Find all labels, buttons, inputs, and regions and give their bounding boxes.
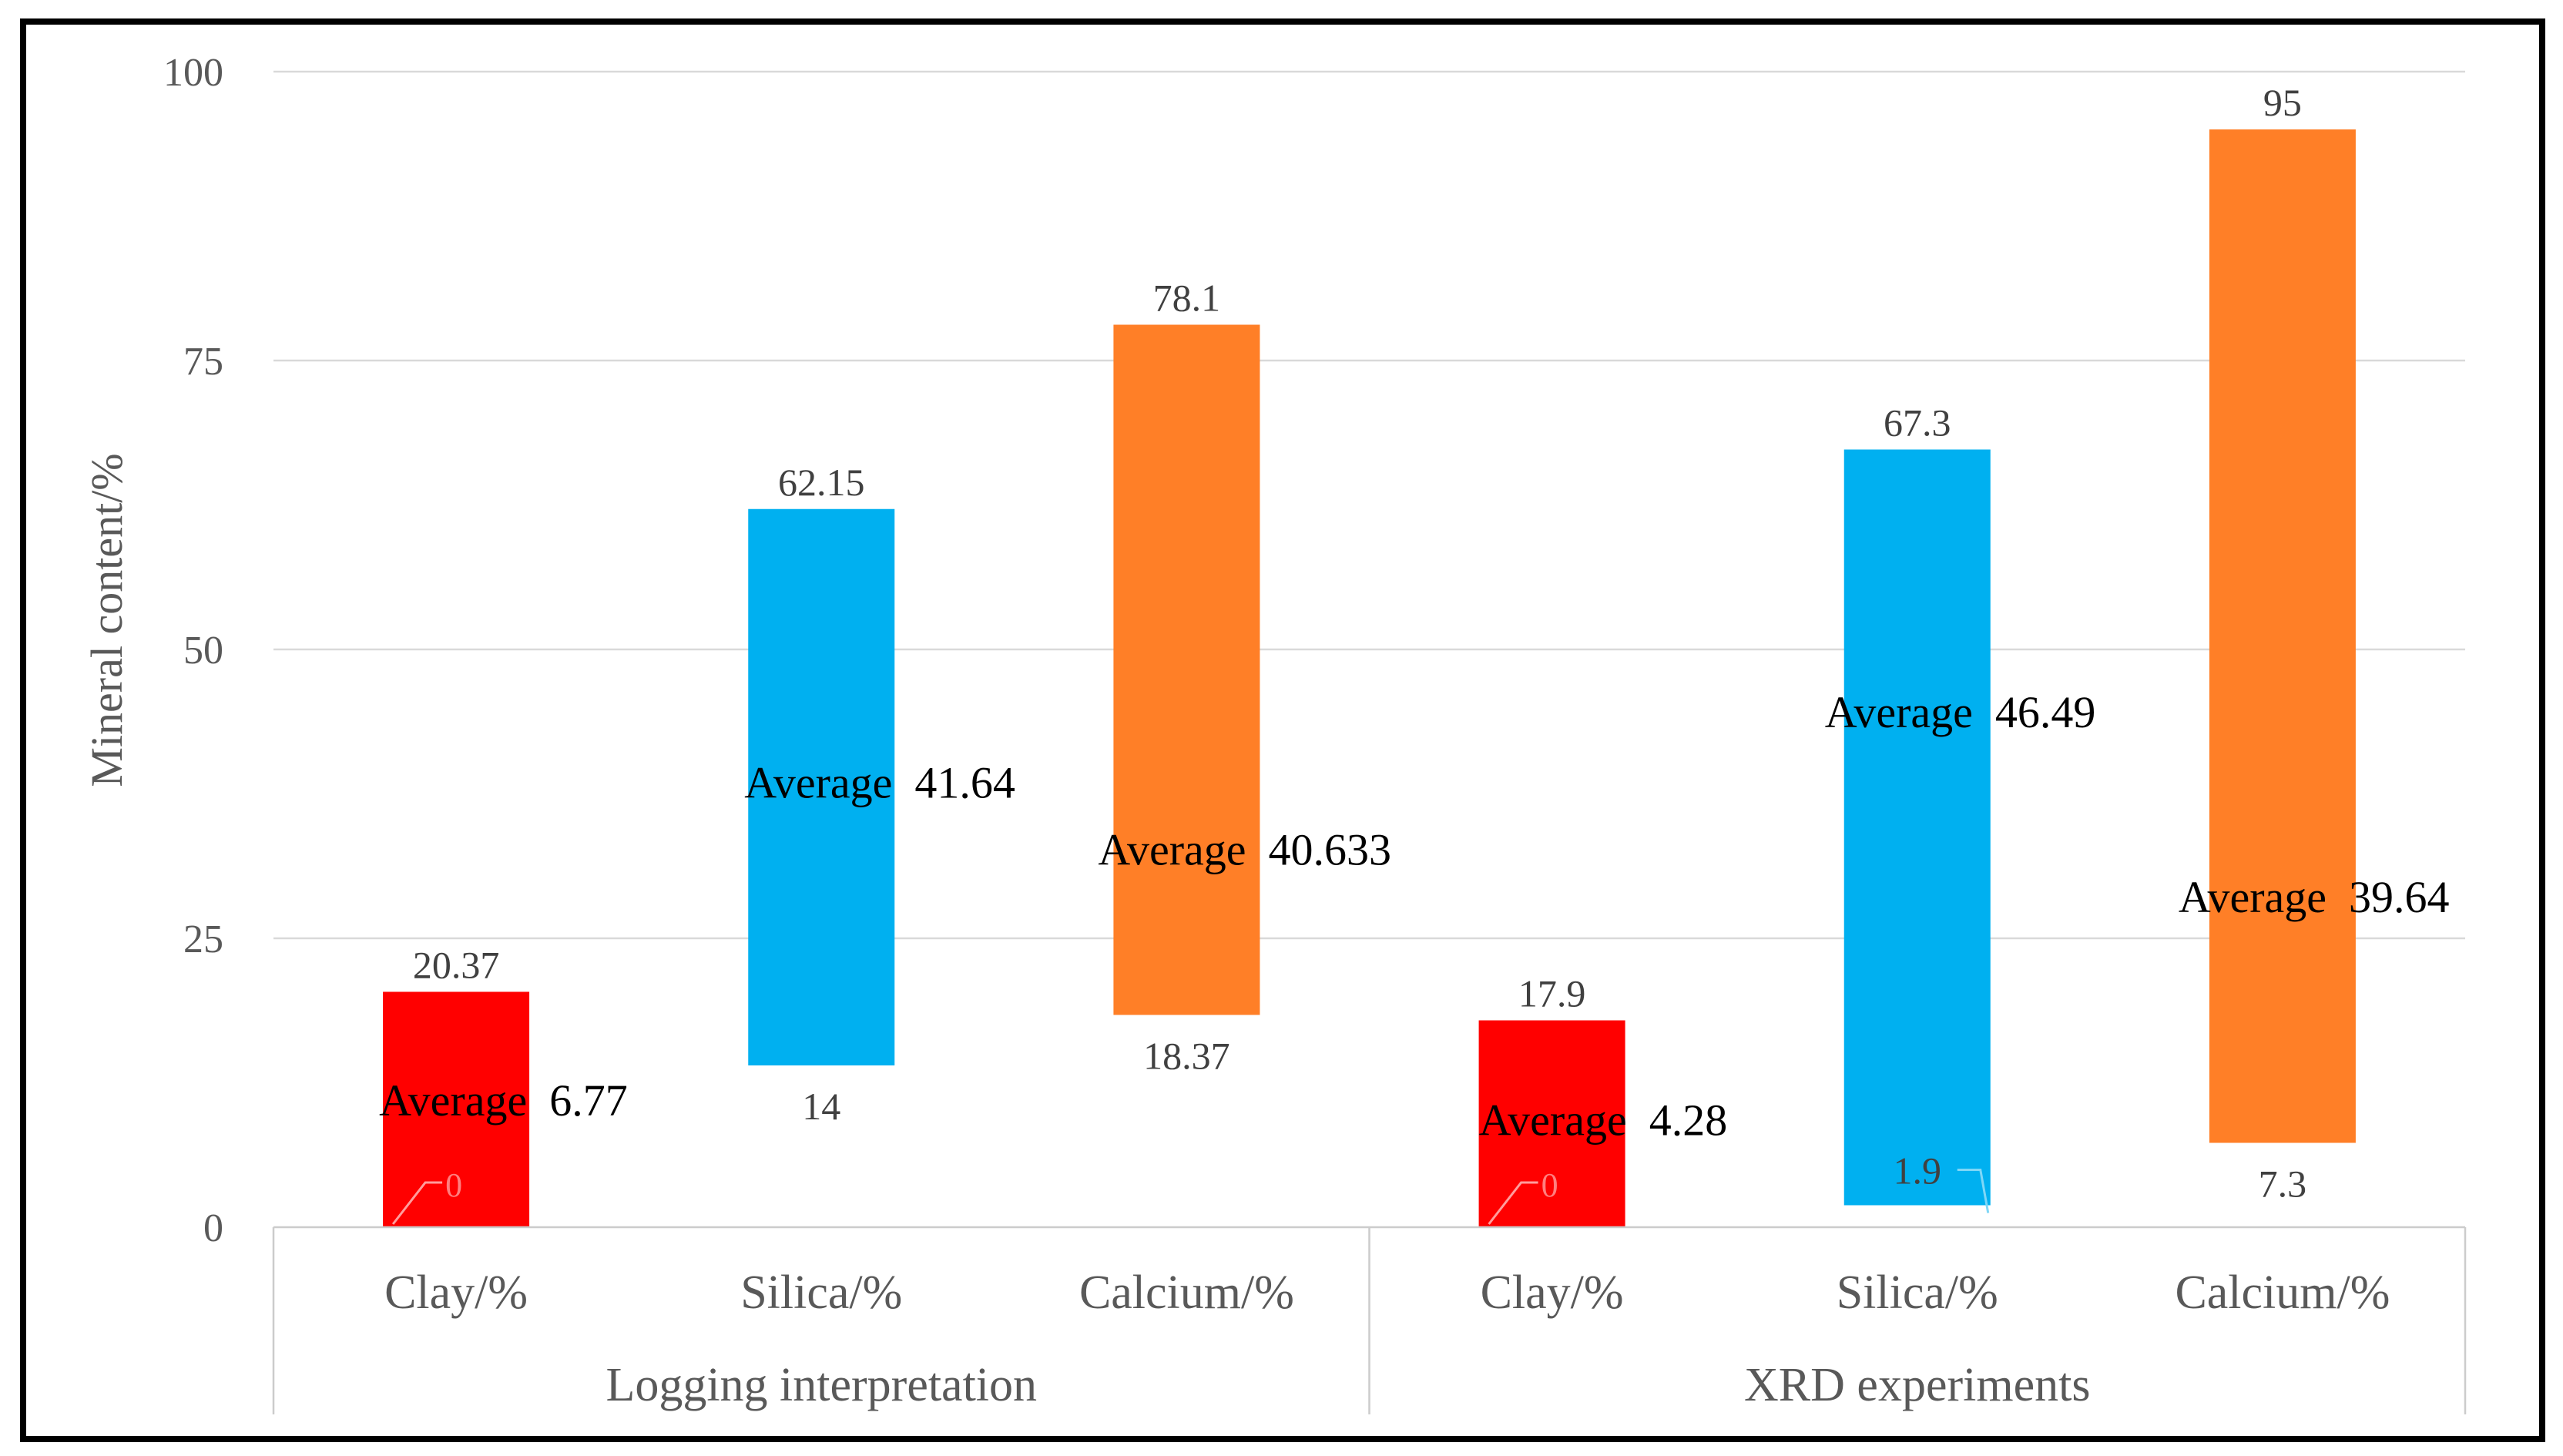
average-label: Average 41.64	[744, 758, 1015, 808]
category-label: Calcium/%	[1079, 1266, 1294, 1319]
max-value-label: 62.15	[778, 461, 865, 504]
max-value-label: 67.3	[1884, 401, 1951, 445]
range-bar	[1113, 324, 1260, 1015]
range-bar	[1843, 449, 1991, 1206]
labels: 20.37 0 62.15 14 78.1 18.37 17.9 0 67.3 1.9 95 7.3 A…	[379, 81, 2450, 1225]
category-label: Clay/%	[384, 1266, 528, 1319]
min-value-label: 18.37	[1143, 1034, 1230, 1077]
bars	[383, 129, 2356, 1227]
average-label: Average 39.64	[2179, 872, 2450, 922]
average-label: Average 6.77	[379, 1075, 628, 1126]
range-bar	[748, 508, 895, 1065]
range-bar	[383, 991, 530, 1227]
min-leader-line	[391, 1181, 443, 1225]
max-value-label: 78.1	[1153, 277, 1221, 320]
average-label: Average 46.49	[1825, 687, 2096, 737]
y-tick-label: 50	[183, 629, 223, 673]
max-value-label: 20.37	[413, 943, 500, 986]
category-label: Clay/%	[1481, 1266, 1624, 1319]
average-label: Average 40.633	[1098, 825, 1391, 875]
max-value-label: 17.9	[1518, 972, 1586, 1015]
y-tick-label: 100	[163, 51, 223, 95]
max-value-label: 95	[2263, 81, 2302, 124]
group-label: XRD experiments	[1744, 1359, 2090, 1411]
category-label: Silica/%	[1837, 1266, 1998, 1319]
category-label: Silica/%	[740, 1266, 902, 1319]
y-tick-label: 25	[183, 918, 223, 961]
min-value-label: 0	[1541, 1166, 1558, 1204]
range-bar	[2209, 129, 2356, 1143]
min-value-label: 7.3	[2259, 1162, 2307, 1206]
group-label: Logging interpretation	[606, 1359, 1037, 1411]
min-value-label: 1.9	[1894, 1149, 1942, 1193]
y-axis-label: Mineral content/%	[82, 453, 132, 787]
y-tick-label: 0	[203, 1206, 223, 1250]
y-tick-label: 75	[183, 340, 223, 384]
category-label: Calcium/%	[2175, 1266, 2390, 1319]
min-leader-line	[1488, 1181, 1538, 1225]
gridlines	[273, 70, 2465, 940]
average-label: Average 4.28	[1479, 1095, 1728, 1146]
min-value-label: 14	[802, 1085, 840, 1128]
axes: 0 25 50 75 100 Logging interpretation Clay/% Si…	[163, 51, 2467, 1414]
min-leader-line	[1957, 1169, 1990, 1213]
min-value-label: 0	[445, 1166, 462, 1204]
range-bar	[1478, 1020, 1625, 1227]
